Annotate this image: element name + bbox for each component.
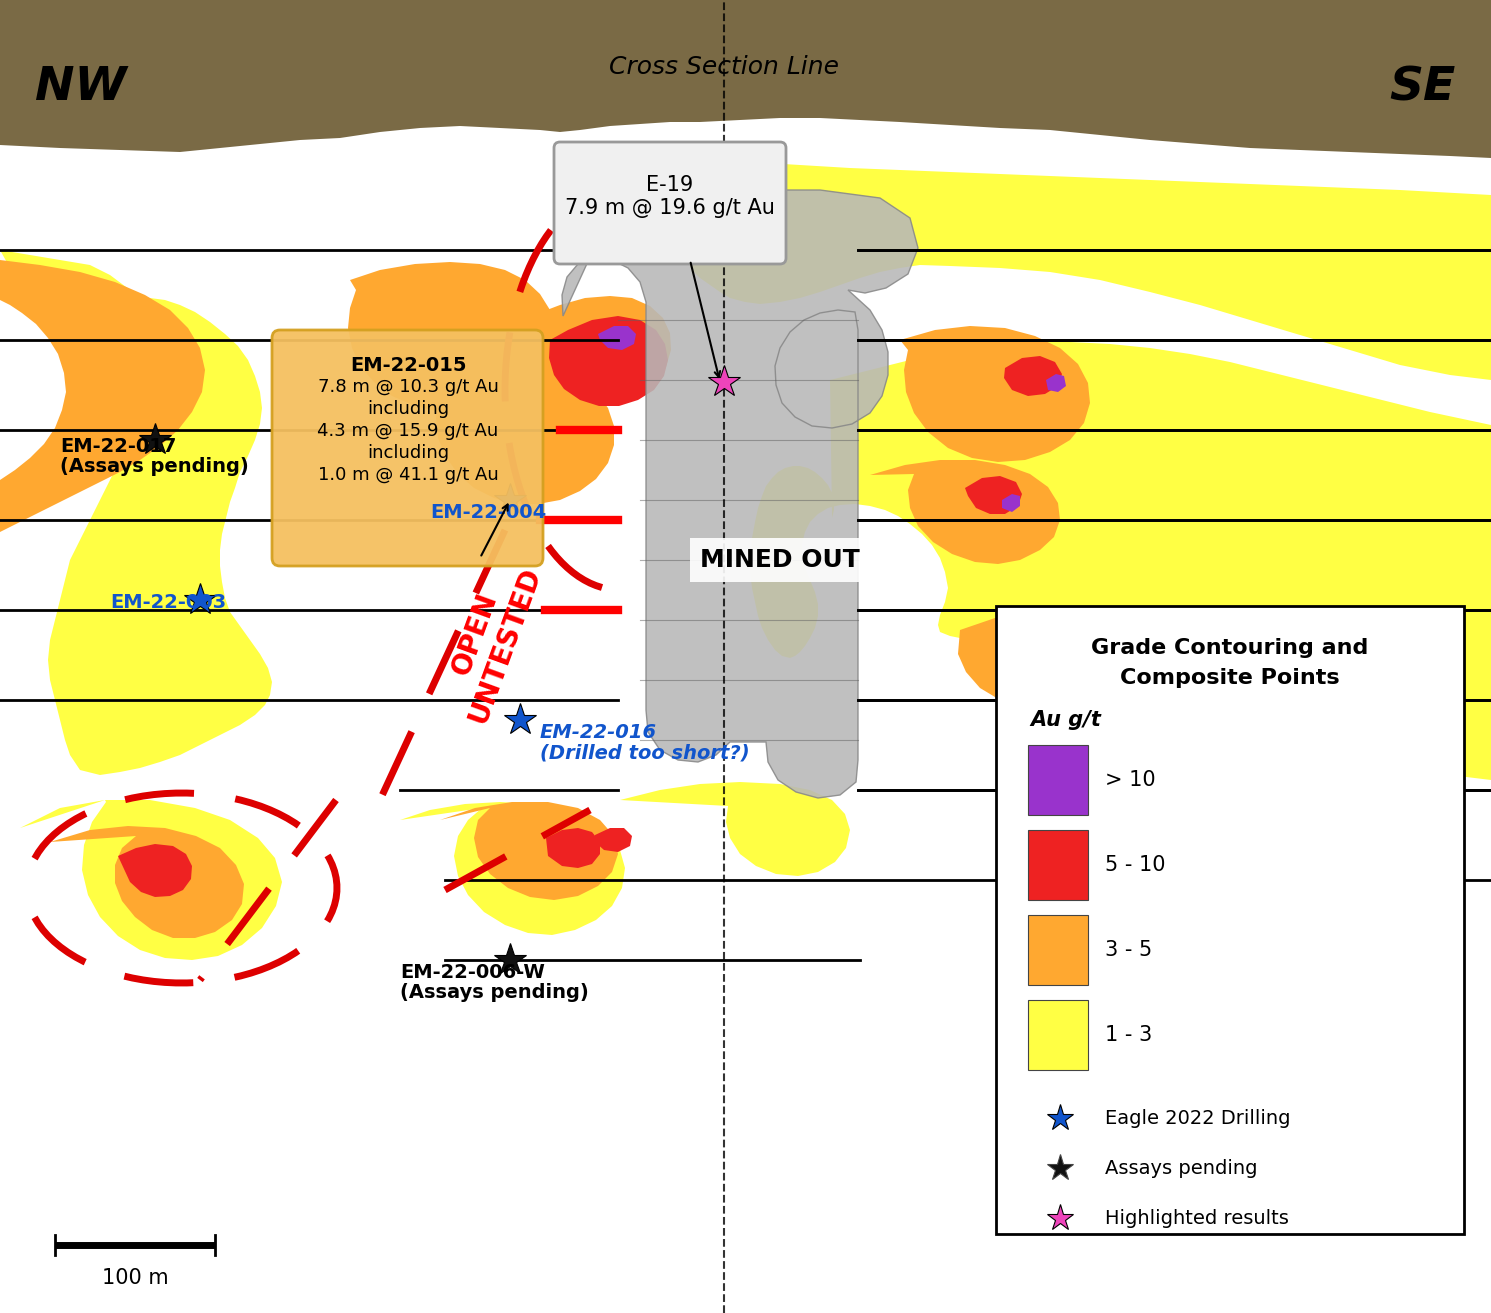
Text: EM-22-004: EM-22-004 — [429, 503, 546, 523]
Polygon shape — [0, 260, 204, 532]
Polygon shape — [1027, 643, 1079, 684]
Text: Assays pending: Assays pending — [1105, 1158, 1257, 1178]
Text: 1.0 m @ 41.1 g/t Au: 1.0 m @ 41.1 g/t Au — [318, 466, 498, 484]
Text: Highlighted results: Highlighted results — [1105, 1208, 1288, 1228]
Bar — [1027, 830, 1088, 899]
Text: 7.8 m @ 10.3 g/t Au: 7.8 m @ 10.3 g/t Au — [318, 378, 498, 397]
Text: 4.3 m @ 15.9 g/t Au: 4.3 m @ 15.9 g/t Au — [318, 421, 498, 440]
Polygon shape — [598, 326, 637, 351]
Text: SE: SE — [1390, 66, 1457, 110]
Text: MINED OUT: MINED OUT — [701, 548, 860, 572]
Text: EM-22-006-W: EM-22-006-W — [400, 962, 544, 982]
Polygon shape — [750, 341, 1491, 780]
Text: including: including — [367, 444, 449, 462]
Text: Cross Section Line: Cross Section Line — [608, 55, 839, 79]
Text: EM-22-003: EM-22-003 — [110, 593, 227, 612]
Text: 100 m: 100 m — [101, 1268, 168, 1288]
Polygon shape — [400, 802, 625, 935]
Text: Grade Contouring and: Grade Contouring and — [1091, 638, 1369, 658]
Text: EM-22-015: EM-22-015 — [350, 356, 467, 376]
Text: NW: NW — [34, 66, 127, 110]
Polygon shape — [435, 368, 614, 504]
Polygon shape — [51, 826, 245, 937]
Polygon shape — [347, 263, 555, 412]
Polygon shape — [440, 802, 617, 899]
Bar — [1027, 915, 1088, 985]
Polygon shape — [620, 783, 850, 876]
Polygon shape — [562, 190, 918, 798]
FancyBboxPatch shape — [555, 142, 786, 264]
Polygon shape — [549, 316, 668, 406]
Text: 5 - 10: 5 - 10 — [1105, 855, 1166, 874]
Polygon shape — [959, 614, 1102, 708]
Polygon shape — [0, 249, 271, 775]
Text: EM-22-017: EM-22-017 — [60, 437, 176, 456]
Polygon shape — [1053, 660, 1071, 678]
Polygon shape — [529, 295, 671, 404]
Text: (Assays pending): (Assays pending) — [400, 983, 589, 1002]
Text: Eagle 2022 Drilling: Eagle 2022 Drilling — [1105, 1108, 1291, 1128]
Bar — [1027, 744, 1088, 815]
Polygon shape — [965, 477, 1021, 513]
Text: 7.9 m @ 19.6 g/t Au: 7.9 m @ 19.6 g/t Au — [565, 198, 775, 218]
Text: 3 - 5: 3 - 5 — [1105, 940, 1153, 960]
Text: (Assays pending): (Assays pending) — [60, 457, 249, 477]
Polygon shape — [901, 326, 1090, 462]
FancyBboxPatch shape — [996, 607, 1464, 1234]
Text: 1 - 3: 1 - 3 — [1105, 1025, 1153, 1045]
Text: Au g/t: Au g/t — [1030, 710, 1100, 730]
Polygon shape — [118, 844, 192, 897]
Polygon shape — [546, 829, 599, 868]
Text: including: including — [367, 400, 449, 418]
Bar — [1027, 1001, 1088, 1070]
Polygon shape — [0, 0, 1491, 158]
Text: OPEN
UNTESTED: OPEN UNTESTED — [434, 553, 546, 727]
Polygon shape — [686, 158, 1491, 379]
Text: (Drilled too short?): (Drilled too short?) — [540, 743, 750, 762]
Text: > 10: > 10 — [1105, 769, 1156, 790]
Polygon shape — [595, 829, 632, 852]
Polygon shape — [1047, 374, 1066, 393]
Polygon shape — [19, 800, 282, 960]
Text: EM-22-016: EM-22-016 — [540, 723, 658, 742]
Text: E-19: E-19 — [647, 175, 693, 196]
FancyBboxPatch shape — [271, 330, 543, 566]
Polygon shape — [1002, 494, 1020, 512]
Polygon shape — [1003, 356, 1062, 397]
Polygon shape — [871, 460, 1060, 565]
Text: Composite Points: Composite Points — [1120, 668, 1340, 688]
